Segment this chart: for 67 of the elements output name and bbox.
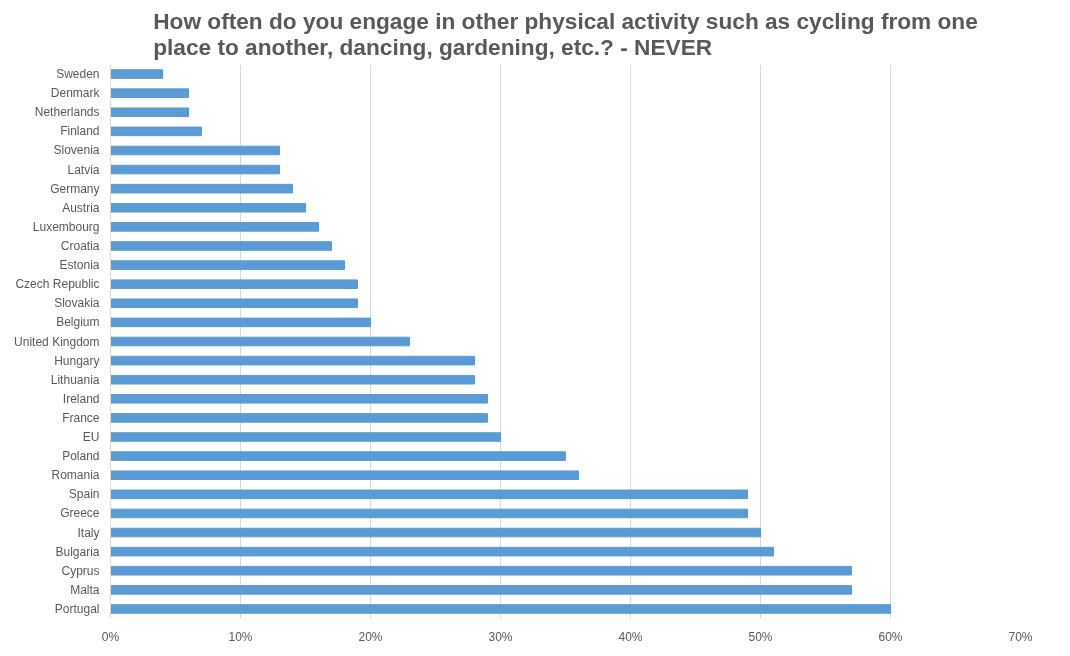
y-tick-label: Latvia [67, 162, 100, 177]
bar [110, 279, 358, 289]
bar [110, 202, 306, 213]
bar [110, 527, 761, 538]
y-tick-label: Germany [50, 181, 100, 196]
y-tick-label: Luxembourg [32, 219, 100, 234]
bar [110, 432, 501, 442]
bar [110, 565, 852, 576]
x-tick-label: 0% [101, 629, 120, 644]
x-tick-label: 50% [748, 629, 773, 644]
y-tick-label: EU [82, 430, 100, 445]
bar [110, 374, 475, 385]
y-tick-label: Netherlands [34, 105, 100, 120]
x-tick-label: 70% [1008, 629, 1033, 644]
bar [110, 126, 202, 137]
x-tick-label: 60% [878, 629, 903, 644]
bar [110, 489, 748, 500]
y-tick-label: Denmark [50, 86, 101, 101]
bar [110, 107, 189, 118]
bar [110, 260, 345, 270]
bar [110, 145, 280, 156]
x-tick-label: 30% [488, 629, 513, 644]
bar [110, 241, 332, 251]
bar [110, 413, 488, 423]
x-tick-label: 10% [228, 629, 253, 644]
y-tick-label: Spain [68, 487, 100, 502]
y-tick-label: Hungary [54, 353, 100, 368]
y-tick-label: Croatia [60, 238, 100, 253]
y-tick-label: Portugal [54, 601, 100, 616]
bar [110, 69, 163, 79]
chart-title: How often do you engage in other physical activity such as cycling from one place to another, dancing, gardening, etc.? - NEVER [153, 7, 978, 60]
y-tick-label: Cyprus [61, 563, 100, 578]
y-tick-label: Romania [51, 468, 100, 483]
bar [110, 585, 852, 595]
y-tick-label: France [62, 410, 100, 425]
y-tick-label: Sweden [56, 67, 100, 82]
bar [110, 470, 579, 481]
bar [110, 222, 319, 232]
bar [110, 164, 280, 175]
y-tick-label: Poland [62, 449, 100, 464]
bar [110, 355, 475, 366]
bar [110, 336, 410, 347]
bar [110, 88, 189, 98]
y-tick-label: Estonia [59, 258, 100, 273]
y-tick-label: Lithuania [50, 372, 100, 387]
y-tick-label: Belgium [56, 315, 100, 330]
bar [110, 546, 774, 557]
y-tick-label: United Kingdom [14, 334, 100, 349]
bar [110, 298, 358, 309]
bar [110, 604, 891, 614]
y-tick-label: Slovakia [54, 296, 100, 311]
y-tick-label: Slovenia [53, 143, 100, 158]
y-tick-label: Austria [62, 200, 100, 215]
y-tick-label: Finland [60, 124, 100, 139]
y-tick-label: Greece [60, 506, 100, 521]
y-tick-label: Italy [77, 525, 100, 540]
bar [110, 508, 748, 519]
x-tick-label: 20% [358, 629, 383, 644]
y-tick-label: Czech Republic [15, 277, 100, 292]
bar [110, 451, 566, 461]
bar [110, 317, 371, 328]
y-tick-label: Malta [70, 582, 100, 597]
bar [110, 183, 293, 194]
y-tick-label: Bulgaria [55, 544, 100, 559]
y-tick-label: Ireland [62, 391, 100, 406]
bar [110, 394, 488, 404]
x-tick-label: 40% [618, 629, 643, 644]
